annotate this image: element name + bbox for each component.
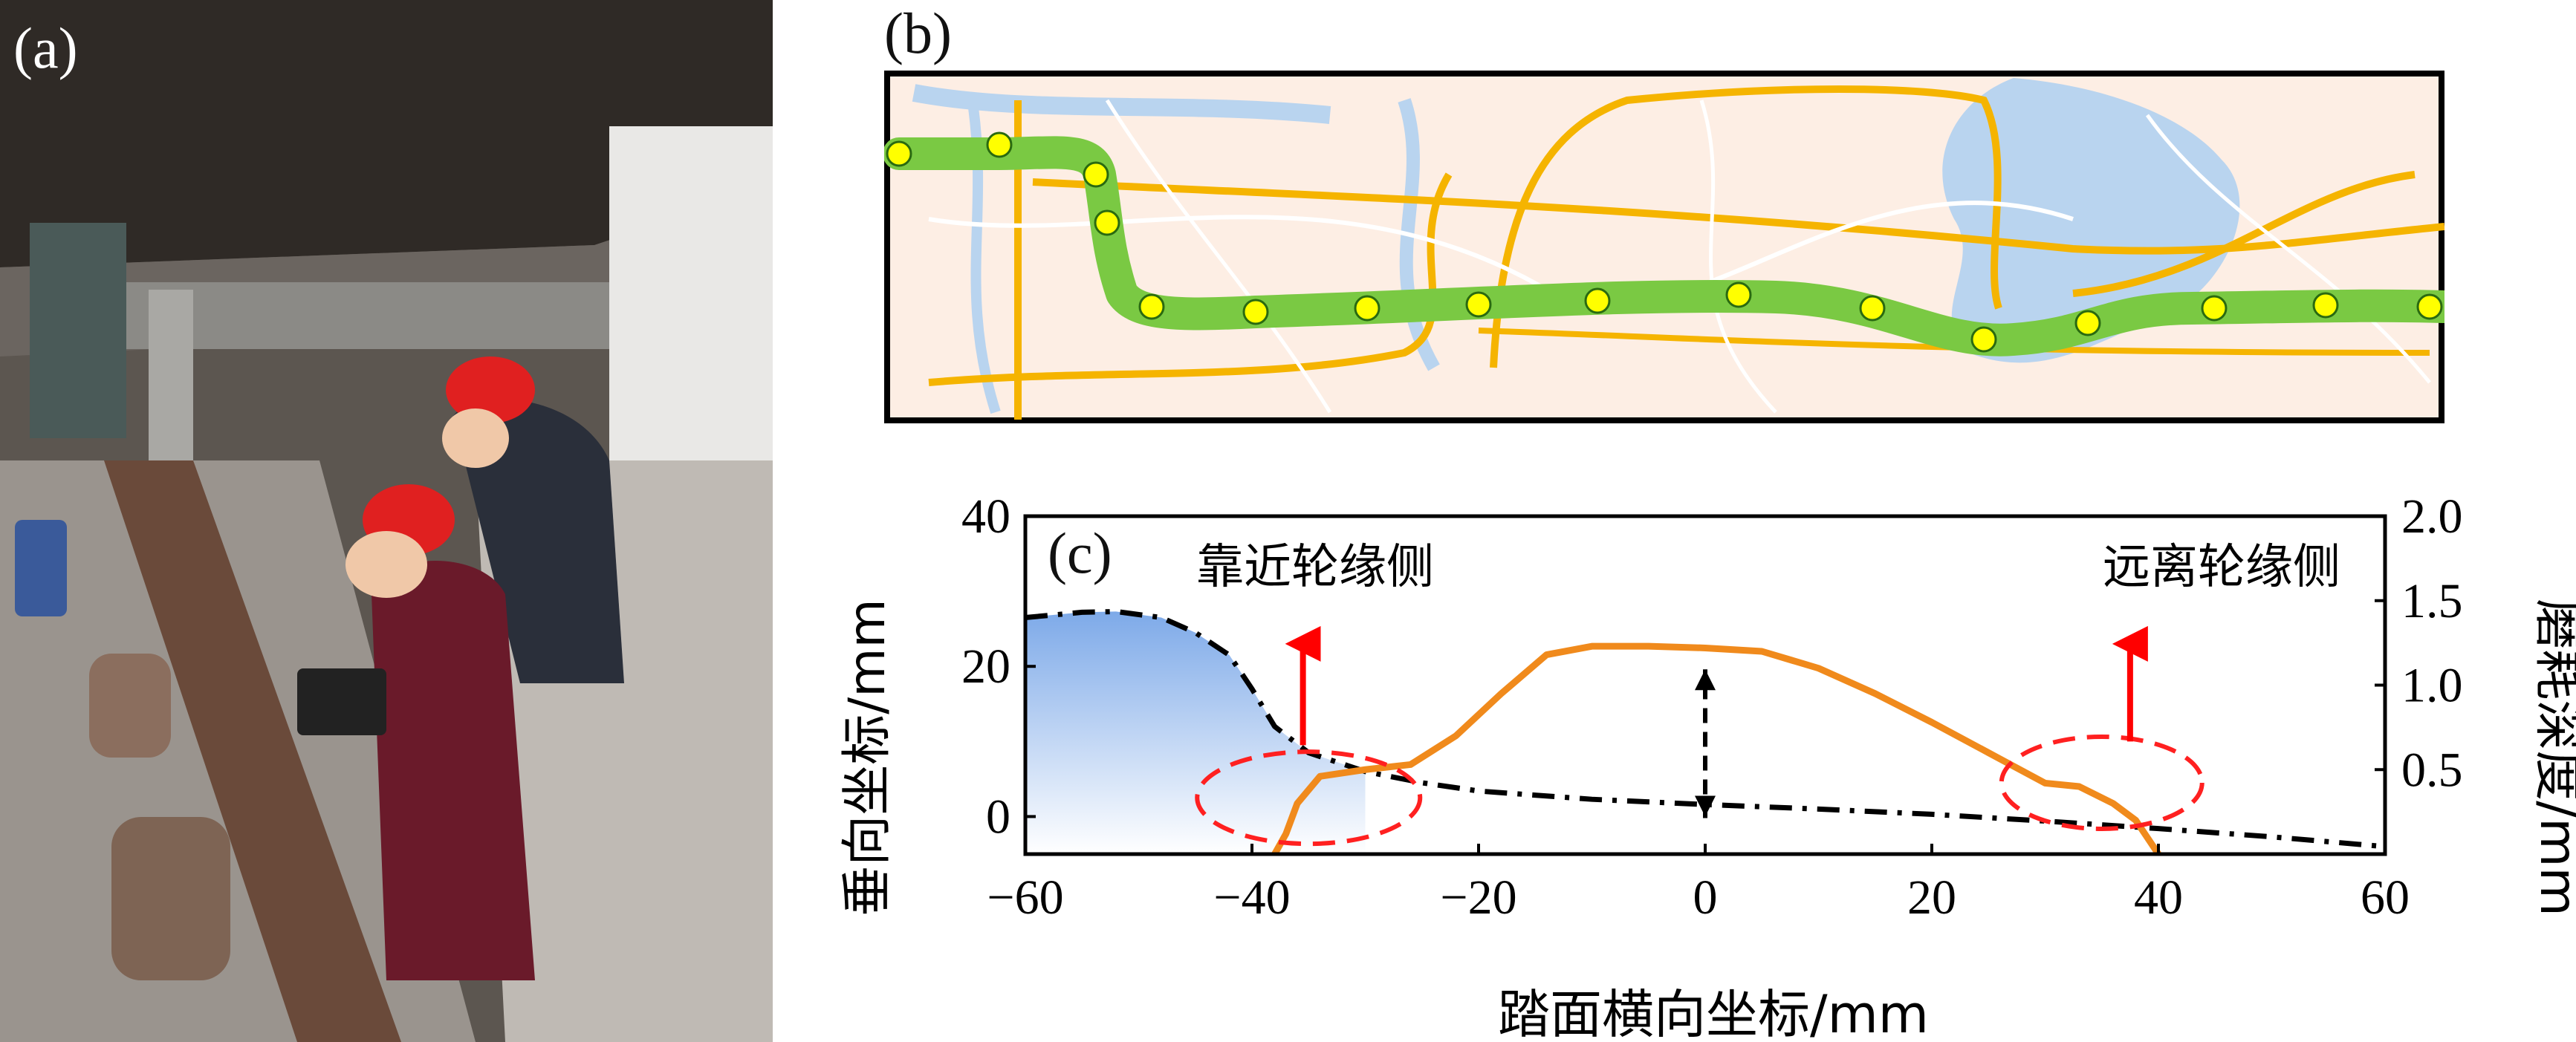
field-photo	[0, 0, 773, 1042]
station-marker	[1725, 281, 1752, 308]
y-right-tick-label: 2.0	[2401, 489, 2463, 544]
x-tick-label: 20	[1907, 870, 1956, 925]
station-marker	[1242, 299, 1269, 325]
station-marker	[1083, 161, 1109, 188]
station-marker	[1970, 326, 1997, 353]
far-flange-ellipse	[1999, 734, 2204, 831]
y-right-tick-label: 0.5	[2401, 743, 2463, 797]
y-right-tick-label: 1.5	[2401, 574, 2463, 628]
station-marker	[1094, 209, 1120, 236]
route-map-svg	[884, 71, 2444, 423]
annotation-near-flange: 靠近轮缘侧	[1196, 540, 1434, 595]
panel-c-label: (c)	[1048, 521, 1112, 585]
station-marker	[986, 131, 1013, 158]
wear-depth-series	[1271, 642, 2161, 856]
x-tick-label: −40	[1213, 870, 1290, 925]
x-tick-label: 60	[2361, 870, 2410, 925]
wear-depth-arrowhead-bottom	[1695, 795, 1716, 817]
y-left-tick-label: 40	[961, 489, 1010, 544]
field-measurement-photo	[0, 0, 773, 1042]
y-left-tick-label: 20	[961, 639, 1010, 694]
y-axis-right-label: 磨耗深度/mm	[2528, 599, 2576, 916]
x-tick-label: 0	[1693, 870, 1718, 925]
tread-profile-series	[1025, 608, 2386, 850]
station-marker	[2074, 310, 2101, 336]
panel-b-label: (b)	[884, 1, 952, 65]
chart-svg: −60 −40 −20 0 20 40 60 0 20 40 0.5 1.0 1.5 2.0 踏面横向坐标…	[838, 489, 2576, 1042]
x-axis-label: 踏面横向坐标/mm	[1498, 984, 1929, 1042]
station-marker	[2416, 293, 2443, 320]
x-tick-label: −60	[987, 870, 1063, 925]
panel-a-label: (a)	[13, 16, 78, 80]
route-map	[884, 71, 2444, 423]
wear-profile-chart: −60 −40 −20 0 20 40 60 0 20 40 0.5 1.0 1.5 2.0 踏面横向坐标…	[817, 446, 2576, 1042]
wheel-profile-fill	[1025, 611, 1366, 854]
station-marker	[886, 140, 912, 167]
station-marker	[1584, 287, 1611, 314]
y-axis-left-label: 垂向坐标/mm	[838, 599, 897, 916]
station-marker	[1138, 293, 1165, 320]
station-markers	[886, 131, 2443, 353]
axes: −60 −40 −20 0 20 40 60 0 20 40 0.5 1.0 1.5 2.0	[961, 489, 2463, 925]
near-flange-ellipse	[1195, 749, 1423, 847]
station-marker	[1465, 291, 1492, 318]
station-marker	[1354, 295, 1381, 322]
x-tick-label: 40	[2134, 870, 2183, 925]
wear-depth-arrowhead-top	[1695, 669, 1716, 691]
plot-area	[1025, 608, 2386, 856]
y-right-tick-label: 1.0	[2401, 659, 2463, 713]
x-tick-label: −20	[1440, 870, 1516, 925]
y-left-tick-label: 0	[986, 789, 1010, 844]
annotation-far-flange: 远离轮缘侧	[2103, 540, 2340, 595]
station-marker	[2201, 295, 2228, 322]
station-marker	[2312, 292, 2339, 319]
station-marker	[1859, 295, 1886, 322]
